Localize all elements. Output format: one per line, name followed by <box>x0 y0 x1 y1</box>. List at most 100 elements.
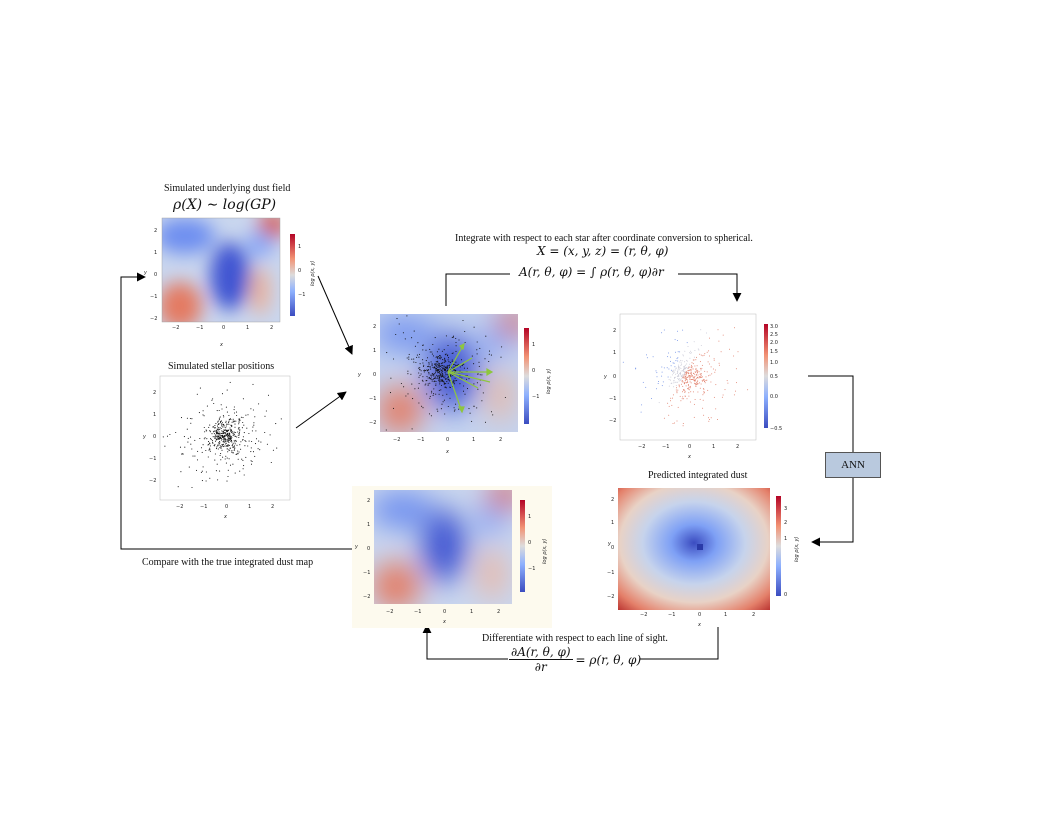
star-point <box>694 383 696 385</box>
star-point <box>221 408 223 410</box>
star-point <box>240 416 242 418</box>
star-point <box>205 480 207 482</box>
star-point <box>199 437 201 440</box>
star-point <box>244 445 246 447</box>
star-point <box>696 370 698 372</box>
star-point <box>250 460 252 462</box>
star-point <box>663 417 665 419</box>
star-point <box>436 361 438 363</box>
star-point <box>210 439 212 441</box>
star-point <box>426 357 429 359</box>
star-point <box>223 426 225 428</box>
star-point <box>418 402 420 404</box>
star-point <box>216 439 218 441</box>
star-point <box>694 371 696 373</box>
star-point <box>697 377 699 379</box>
star-point <box>442 359 444 361</box>
star-point <box>677 357 679 359</box>
x-axis-label: x <box>442 619 446 625</box>
tick-x: −1 <box>662 444 669 450</box>
star-point <box>454 363 456 366</box>
star-point <box>688 389 690 391</box>
star-point <box>685 375 686 377</box>
star-point <box>241 427 243 429</box>
star-point <box>223 438 225 440</box>
x-axis-label: x <box>223 514 227 520</box>
star-point <box>680 364 682 366</box>
star-point <box>693 356 695 358</box>
dust-field-plot: 2 1 0 −1 −2 y −2 −1 0 1 2 x 1 0 −1 log ρ… <box>143 217 316 348</box>
star-point <box>456 380 458 382</box>
star-point <box>714 369 716 371</box>
star-point <box>676 387 677 389</box>
star-point <box>663 329 665 331</box>
star-point <box>676 358 678 360</box>
star-point <box>243 424 245 426</box>
star-point <box>432 355 435 357</box>
star-point <box>432 373 434 375</box>
star-point <box>183 436 185 438</box>
star-point <box>679 366 681 368</box>
star-point <box>430 415 432 417</box>
star-point <box>440 356 442 358</box>
star-point <box>676 420 678 422</box>
star-point <box>230 418 232 421</box>
star-point <box>685 374 687 376</box>
star-point <box>439 375 441 377</box>
star-point <box>396 318 398 320</box>
star-point <box>683 370 685 372</box>
star-point <box>663 367 665 369</box>
star-point <box>446 370 448 372</box>
star-point <box>448 380 451 382</box>
star-point <box>260 441 262 443</box>
star-point <box>686 363 688 365</box>
star-point <box>661 385 663 387</box>
star-point <box>677 367 679 369</box>
star-point <box>437 369 439 371</box>
star-point <box>454 380 456 382</box>
star-point <box>683 374 685 376</box>
star-point <box>406 357 408 359</box>
star-point <box>227 439 229 441</box>
star-point <box>700 369 702 371</box>
star-point <box>696 372 698 374</box>
star-point <box>242 417 244 419</box>
star-point <box>250 447 252 449</box>
star-point <box>218 419 220 421</box>
star-point <box>214 440 217 442</box>
star-point <box>694 373 696 375</box>
star-point <box>687 370 689 372</box>
star-point <box>699 361 701 363</box>
star-point <box>686 371 688 373</box>
tick-y: 0 <box>154 272 157 278</box>
predicted-heatmap <box>618 488 770 610</box>
star-point <box>422 407 424 409</box>
star-point <box>227 429 229 431</box>
star-point <box>691 366 693 368</box>
star-point <box>439 371 441 373</box>
star-point <box>672 362 674 364</box>
star-point <box>190 422 192 424</box>
star-points <box>385 315 506 431</box>
star-point <box>679 372 681 373</box>
star-point <box>222 443 225 445</box>
star-point <box>694 399 696 400</box>
colorbar <box>776 496 781 596</box>
star-point <box>441 370 443 372</box>
star-point <box>233 445 236 447</box>
cbar-tick: 0.5 <box>770 374 778 380</box>
star-point <box>455 345 457 347</box>
star-point <box>438 379 440 381</box>
star-point <box>412 398 414 400</box>
star-point <box>677 377 679 379</box>
tick-x: −1 <box>414 609 421 615</box>
star-point <box>473 383 475 385</box>
tick-y: 0 <box>611 545 614 551</box>
star-point <box>691 362 693 364</box>
star-point <box>430 368 432 370</box>
star-point <box>672 371 674 373</box>
star-point <box>162 436 164 438</box>
star-point <box>683 373 685 375</box>
star-point <box>217 445 219 447</box>
star-point <box>437 375 439 377</box>
